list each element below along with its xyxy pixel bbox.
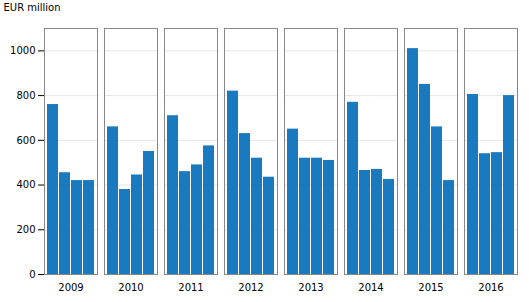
- svg-text:0: 0: [29, 269, 35, 280]
- svg-text:2009: 2009: [58, 282, 83, 293]
- svg-text:2016: 2016: [478, 282, 503, 293]
- svg-text:600: 600: [16, 135, 35, 146]
- svg-text:2010: 2010: [118, 282, 143, 293]
- svg-text:800: 800: [16, 90, 35, 101]
- svg-text:200: 200: [16, 224, 35, 235]
- svg-text:2011: 2011: [178, 282, 203, 293]
- svg-text:2014: 2014: [358, 282, 383, 293]
- svg-text:1000: 1000: [10, 45, 35, 56]
- svg-text:2013: 2013: [298, 282, 323, 293]
- svg-text:2012: 2012: [238, 282, 263, 293]
- svg-text:EUR million: EUR million: [4, 2, 61, 13]
- svg-text:2015: 2015: [418, 282, 443, 293]
- svg-text:400: 400: [16, 179, 35, 190]
